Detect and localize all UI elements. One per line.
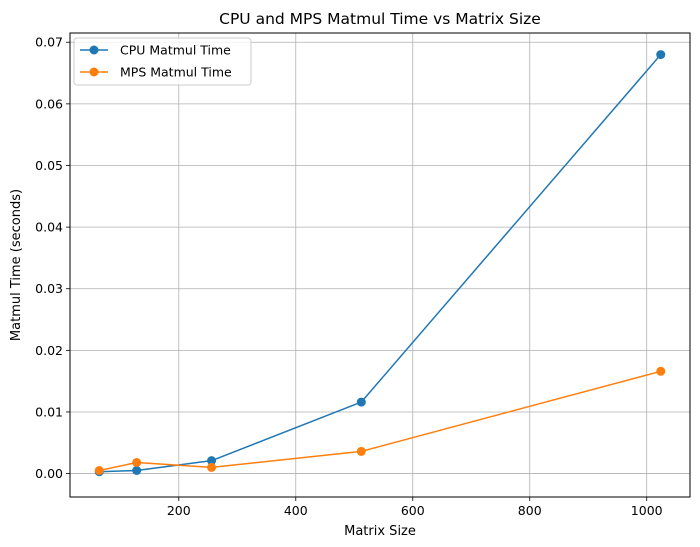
data-point-cpu	[132, 466, 142, 476]
y-tick-label: 0.04	[35, 220, 63, 235]
y-tick-label: 0.06	[35, 96, 63, 111]
chart-title: CPU and MPS Matmul Time vs Matrix Size	[219, 10, 541, 28]
data-point-cpu	[356, 397, 366, 407]
y-axis-label: Matmul Time (seconds)	[9, 189, 24, 341]
data-point-mps	[656, 366, 666, 376]
legend-label-mps: MPS Matmul Time	[120, 65, 232, 80]
legend-label-cpu: CPU Matmul Time	[120, 43, 231, 58]
series-layer	[94, 50, 666, 477]
legend-marker-mps	[89, 67, 99, 77]
x-tick-label: 600	[401, 503, 425, 518]
data-point-mps	[356, 446, 366, 456]
y-tick-label: 0.02	[35, 343, 63, 358]
y-axis-ticks: 0.00 0.01 0.02 0.03 0.04 0.05 0.06 0.07	[35, 35, 70, 481]
plot-area: 200 400 600 800 1000 0.000.010.020.030.040.0…	[35, 32, 691, 518]
grid	[70, 33, 690, 497]
legend-marker-cpu	[89, 45, 99, 55]
data-point-cpu	[656, 50, 666, 60]
y-tick-label: 0.07	[35, 35, 63, 50]
x-axis-ticks: 200 400 600 800 1000	[167, 497, 663, 518]
y-tick-label: 0.05	[35, 158, 63, 173]
y-tick-label: 0.03	[35, 281, 63, 296]
plot-frame	[69, 32, 691, 498]
x-tick-label: 200	[167, 503, 191, 518]
legend-box	[73, 37, 252, 86]
data-point-mps	[132, 457, 142, 467]
plot-background	[70, 33, 690, 497]
data-point-cpu	[207, 456, 217, 466]
x-axis-label: Matrix Size	[344, 524, 416, 539]
data-point-mps	[94, 466, 104, 476]
legend: CPU Matmul Time MPS Matmul Time	[73, 37, 252, 86]
x-tick-label: 400	[284, 503, 308, 518]
data-point-mps	[207, 462, 217, 472]
y-tick-label: 0.00	[35, 466, 63, 481]
y-tick-label: 0.01	[35, 404, 63, 419]
x-tick-label: 800	[518, 503, 542, 518]
x-tick-label: 1000	[631, 503, 663, 518]
